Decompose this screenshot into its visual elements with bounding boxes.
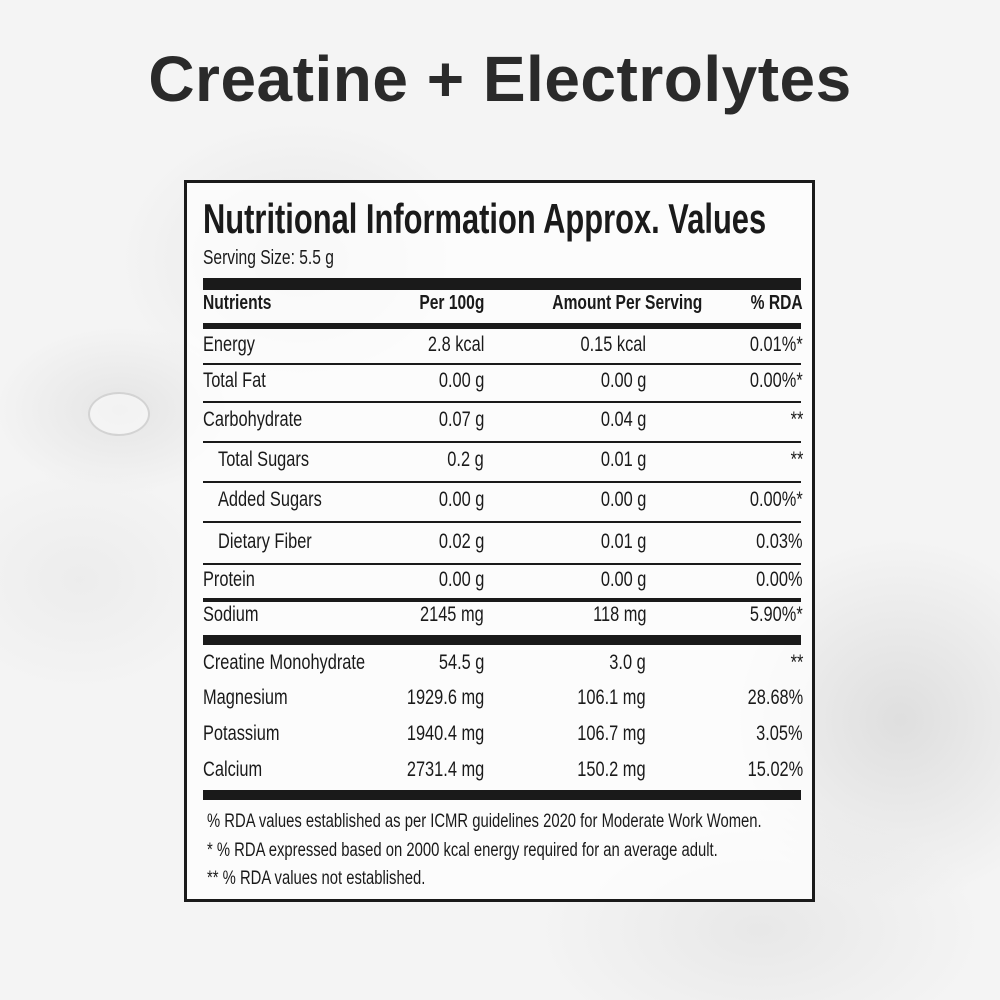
per-100g-value: 2731.4 mg: [406, 758, 484, 781]
rda-value: **: [790, 651, 803, 674]
per-100g-value: 0.00 g: [438, 488, 484, 511]
row-divider: [203, 598, 801, 602]
rda-value: 28.68%: [747, 686, 803, 709]
per-serving-value: 0.00 g: [600, 369, 646, 392]
nutrient-name: Sodium: [203, 603, 259, 626]
divider-bar: [203, 790, 801, 800]
rda-value: 15.02%: [747, 758, 803, 781]
serving-size: Serving Size: 5.5 g: [203, 247, 334, 269]
nutrition-label: Nutritional Information Approx. Values S…: [184, 180, 815, 902]
per-100g-value: 0.00 g: [438, 369, 484, 392]
nutrient-name: Energy: [203, 333, 255, 356]
per-100g-value: 0.00 g: [438, 568, 484, 591]
row-divider: [203, 521, 801, 523]
row-divider: [203, 363, 801, 365]
per-100g-value: 2.8 kcal: [427, 333, 484, 356]
footnote: * % RDA expressed based on 2000 kcal ene…: [207, 840, 718, 861]
per-100g-value: 0.02 g: [438, 530, 484, 553]
divider-bar: [203, 635, 801, 645]
nutrient-name: Total Sugars: [218, 448, 310, 471]
per-serving-value: 0.01 g: [600, 530, 646, 553]
rda-value: 0.00%: [756, 568, 803, 591]
per-100g-value: 1940.4 mg: [406, 722, 484, 745]
rda-value: **: [790, 448, 803, 471]
rda-value: 0.03%: [756, 530, 803, 553]
per-serving-value: 150.2 mg: [577, 758, 646, 781]
divider-bar: [203, 278, 801, 290]
rda-value: **: [790, 408, 803, 431]
rda-value: 5.90%*: [750, 603, 803, 626]
nutrient-name: Added Sugars: [218, 488, 322, 511]
rda-value: 0.01%*: [750, 333, 803, 356]
per-100g-value: 54.5 g: [438, 651, 484, 674]
water-droplet-decoration: [88, 392, 150, 436]
row-divider: [203, 481, 801, 483]
nutrient-name: Potassium: [203, 722, 280, 745]
rda-value: 0.00%*: [750, 488, 803, 511]
nutrient-name: Calcium: [203, 758, 263, 781]
rda-value: 3.05%: [756, 722, 803, 745]
row-divider: [203, 401, 801, 403]
product-title: Creatine + Electrolytes: [148, 43, 852, 115]
col-header-per-serving: Amount Per Serving: [552, 292, 702, 314]
nutrient-name: Creatine Monohydrate: [203, 651, 366, 674]
divider-bar: [203, 323, 801, 329]
col-header-per100g: Per 100g: [418, 292, 484, 314]
per-serving-value: 0.15 kcal: [580, 333, 646, 356]
footnote: ** % RDA values not established.: [207, 868, 426, 889]
per-serving-value: 0.04 g: [600, 408, 646, 431]
per-100g-value: 0.2 g: [447, 448, 484, 471]
per-100g-value: 2145 mg: [420, 603, 484, 626]
col-header-nutrients: Nutrients: [203, 292, 272, 314]
rda-value: 0.00%*: [750, 369, 803, 392]
per-serving-value: 0.00 g: [600, 568, 646, 591]
row-divider: [203, 441, 801, 443]
col-header-rda: % RDA: [750, 292, 803, 314]
nutrient-name: Carbohydrate: [203, 408, 303, 431]
per-100g-value: 1929.6 mg: [406, 686, 484, 709]
footnote: % RDA values established as per ICMR gui…: [207, 811, 762, 832]
per-serving-value: 106.1 mg: [577, 686, 646, 709]
row-divider: [203, 563, 801, 565]
per-serving-value: 0.00 g: [600, 488, 646, 511]
per-100g-value: 0.07 g: [438, 408, 484, 431]
per-serving-value: 3.0 g: [609, 651, 646, 674]
nutrient-name: Dietary Fiber: [218, 530, 312, 553]
label-heading: Nutritional Information Approx. Values: [203, 195, 767, 242]
per-serving-value: 0.01 g: [600, 448, 646, 471]
per-serving-value: 106.7 mg: [577, 722, 646, 745]
per-serving-value: 118 mg: [592, 603, 646, 626]
nutrient-name: Total Fat: [203, 369, 266, 392]
nutrient-name: Magnesium: [203, 686, 288, 709]
nutrient-name: Protein: [203, 568, 255, 591]
